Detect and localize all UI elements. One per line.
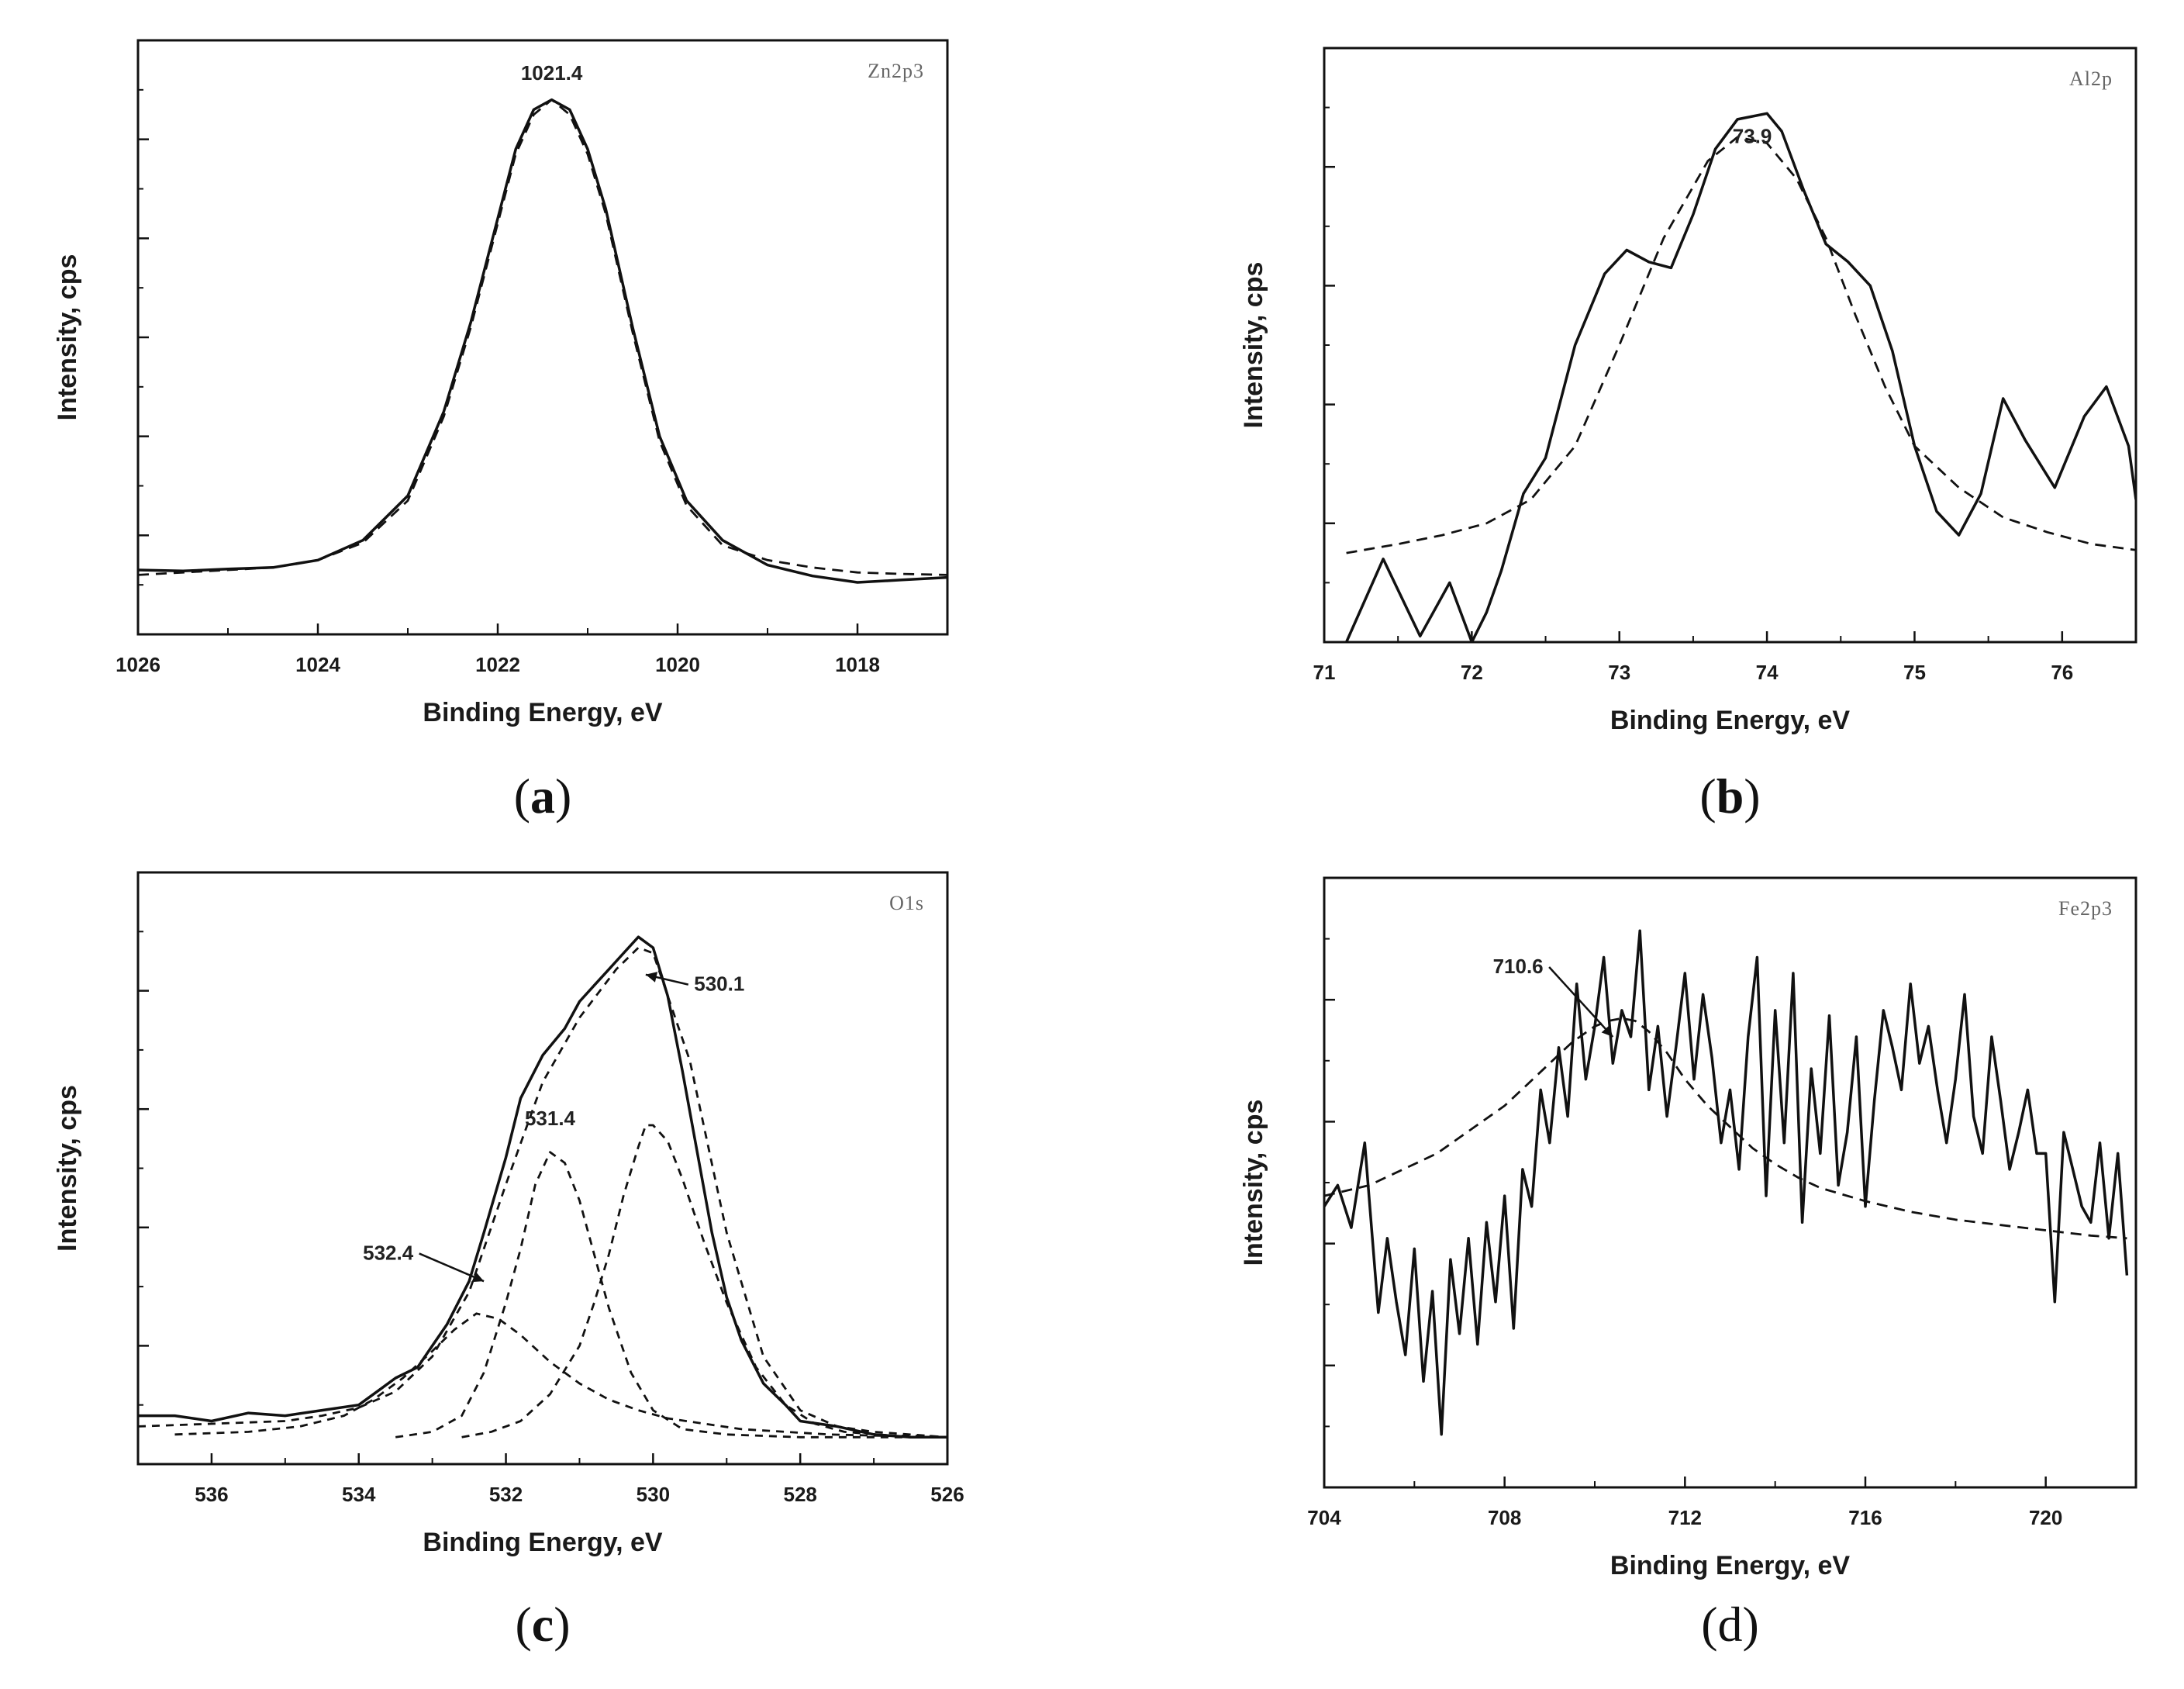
y-axis-label-b: Intensity, cps — [1239, 262, 1268, 429]
y-axis-label-d: Intensity, cps — [1239, 1100, 1268, 1266]
series-a-measured — [138, 98, 947, 584]
x-tick-label-c: 536 — [195, 1483, 228, 1506]
x-tick-label-b: 74 — [1756, 661, 1779, 684]
x-axis-label-d: Binding Energy, eV — [1610, 1551, 1851, 1580]
element-label-b: Al2p — [2069, 67, 2113, 90]
series-c-fit-envelope — [138, 946, 947, 1439]
annotation-arrowhead-d — [1601, 1024, 1613, 1038]
panel-caption-b: (b) — [1699, 769, 1760, 824]
series-d-fit — [1324, 1017, 2127, 1240]
x-tick-label-a: 1022 — [475, 653, 520, 676]
x-tick-label-b: 72 — [1461, 661, 1483, 684]
series-a-fit — [138, 98, 947, 576]
peak-label-a: 1021.4 — [521, 61, 583, 85]
series-b-fit — [1346, 136, 2136, 554]
x-axis-label-a: Binding Energy, eV — [423, 698, 663, 727]
element-label-c: O1s — [889, 892, 924, 914]
series-c-measured — [138, 935, 947, 1439]
peak-label-c: 532.4 — [363, 1241, 414, 1264]
x-tick-label-a: 1024 — [295, 653, 340, 676]
x-tick-label-d: 712 — [1668, 1506, 1702, 1529]
plot-frame-d — [1323, 876, 2137, 1489]
series-b-measured — [1345, 112, 2136, 642]
panel-caption-a: (a) — [514, 769, 572, 824]
panel-caption-d: (d) — [1701, 1597, 1759, 1652]
x-tick-label-d: 708 — [1488, 1506, 1521, 1529]
x-tick-label-d: 720 — [2029, 1506, 2062, 1529]
annotation-arrow-c — [419, 1252, 485, 1283]
x-tick-label-a: 1026 — [116, 653, 160, 676]
annotation-arrow-d — [1548, 966, 1614, 1038]
element-label-d: Fe2p3 — [2058, 897, 2113, 920]
peak-label-c: 531.4 — [525, 1107, 576, 1130]
peak-label-c: 530.1 — [694, 972, 744, 996]
peak-label-d: 710.6 — [1493, 955, 1544, 978]
x-tick-label-b: 71 — [1313, 661, 1336, 684]
annotation-arrowhead-c — [471, 1272, 485, 1283]
x-tick-label-a: 1018 — [835, 653, 880, 676]
series-c-peak-532.4 — [174, 1312, 933, 1438]
plot-frame-a — [136, 39, 949, 636]
x-tick-label-b: 73 — [1608, 661, 1630, 684]
x-tick-label-a: 1020 — [655, 653, 700, 676]
series-d-measured — [1324, 929, 2129, 1436]
x-tick-label-c: 534 — [342, 1483, 376, 1506]
plot-frame-c — [136, 871, 949, 1466]
x-tick-label-c: 530 — [637, 1483, 670, 1506]
x-tick-label-c: 532 — [489, 1483, 523, 1506]
x-tick-label-c: 528 — [783, 1483, 816, 1506]
peak-label-b: 73.9 — [1733, 125, 1772, 148]
element-label-a: Zn2p3 — [868, 60, 924, 82]
x-tick-label-b: 76 — [2051, 661, 2073, 684]
x-tick-label-d: 704 — [1307, 1506, 1341, 1529]
x-tick-label-d: 716 — [1848, 1506, 1882, 1529]
x-axis-label-b: Binding Energy, eV — [1610, 706, 1851, 735]
panel-caption-c: (c) — [515, 1597, 570, 1652]
x-tick-label-b: 75 — [1903, 661, 1926, 684]
y-axis-label-a: Intensity, cps — [53, 254, 82, 421]
plot-frame-b — [1323, 47, 2137, 644]
x-tick-label-c: 526 — [930, 1483, 964, 1506]
series-c-peak-530.1 — [461, 1124, 911, 1439]
y-axis-label-c: Intensity, cps — [53, 1085, 82, 1252]
x-axis-label-c: Binding Energy, eV — [423, 1528, 663, 1557]
annotation-arrowhead-c — [645, 972, 658, 983]
series-c-peak-531.4 — [395, 1151, 911, 1439]
